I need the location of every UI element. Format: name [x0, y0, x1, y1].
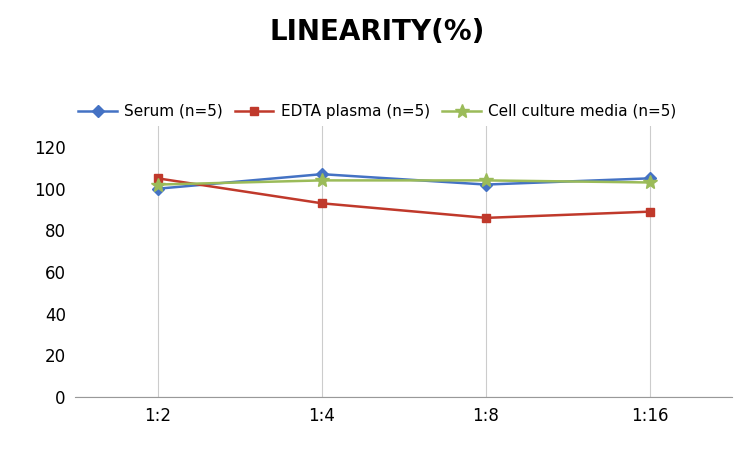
Cell culture media (n=5): [317, 178, 326, 183]
Serum (n=5): [153, 186, 162, 191]
Line: Cell culture media (n=5): Cell culture media (n=5): [151, 174, 657, 192]
Serum (n=5): [646, 175, 655, 181]
EDTA plasma (n=5): [153, 175, 162, 181]
Text: LINEARITY(%): LINEARITY(%): [270, 18, 485, 46]
Serum (n=5): [482, 182, 491, 187]
Line: Serum (n=5): Serum (n=5): [153, 170, 655, 193]
EDTA plasma (n=5): [646, 209, 655, 214]
Legend: Serum (n=5), EDTA plasma (n=5), Cell culture media (n=5): Serum (n=5), EDTA plasma (n=5), Cell cul…: [72, 98, 683, 125]
EDTA plasma (n=5): [317, 201, 326, 206]
Cell culture media (n=5): [482, 178, 491, 183]
Serum (n=5): [317, 171, 326, 177]
Cell culture media (n=5): [646, 180, 655, 185]
EDTA plasma (n=5): [482, 215, 491, 221]
Cell culture media (n=5): [153, 182, 162, 187]
Line: EDTA plasma (n=5): EDTA plasma (n=5): [153, 174, 655, 222]
